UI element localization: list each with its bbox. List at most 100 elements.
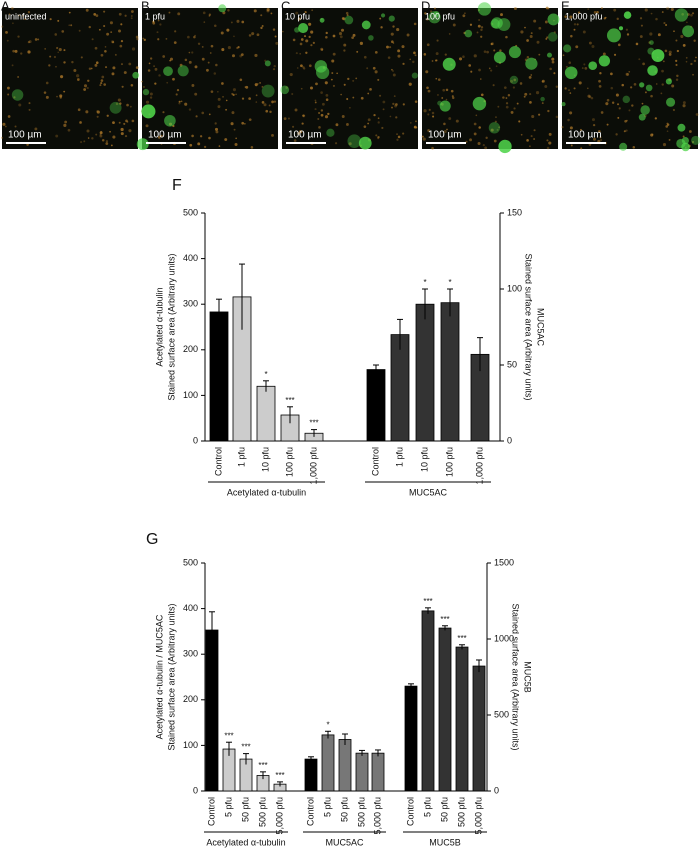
cell-dot — [178, 100, 181, 103]
cell-dot — [526, 56, 530, 59]
cell-dot — [63, 90, 66, 93]
cell-dot — [63, 49, 66, 52]
cell-dot — [464, 12, 466, 15]
cell-dot — [194, 92, 198, 96]
cell-dot — [235, 93, 237, 96]
bar — [355, 752, 369, 792]
cell-dot — [538, 113, 541, 116]
cell-dot — [392, 73, 396, 77]
cell-dot — [136, 37, 139, 41]
cell-dot — [682, 135, 685, 138]
green-cell — [326, 128, 335, 137]
cell-dot — [642, 62, 645, 66]
cell-dot — [567, 118, 570, 122]
cell-dot — [109, 130, 111, 133]
cell-dot — [600, 139, 603, 142]
green-cell — [380, 13, 386, 18]
cell-dot — [304, 11, 307, 14]
cell-dot — [18, 14, 20, 17]
x-tick-label: 5 pfu — [322, 797, 332, 817]
cell-dot — [143, 86, 145, 88]
cell-dot — [377, 117, 380, 120]
cell-dot — [668, 53, 672, 56]
cell-dot — [588, 41, 592, 45]
cell-dot — [159, 23, 162, 26]
cell-dot — [553, 72, 556, 75]
cell-dot — [87, 137, 90, 139]
cell-dot — [482, 144, 485, 147]
cell-dot — [201, 111, 205, 115]
green-cell — [261, 84, 275, 98]
cell-dot — [628, 109, 631, 112]
cell-dot — [299, 42, 303, 46]
cell-dot — [191, 134, 194, 138]
cell-dot — [568, 61, 572, 64]
y2-tick-label: 0 — [507, 435, 512, 445]
cell-dot — [60, 75, 64, 79]
cell-dot — [392, 70, 394, 72]
cell-dot — [49, 18, 52, 21]
x-tick-label: Control — [213, 447, 223, 476]
y-tick-label: 400 — [183, 253, 198, 263]
cell-dot — [105, 140, 109, 143]
cell-dot — [260, 26, 263, 30]
cell-dot — [166, 81, 169, 84]
cell-dot — [456, 132, 459, 135]
cell-dot — [483, 50, 487, 53]
cell-dot — [610, 72, 613, 76]
significance: *** — [440, 615, 449, 624]
cell-dot — [114, 53, 117, 56]
cell-dot — [535, 91, 540, 95]
cell-dot — [551, 60, 555, 64]
cell-dot — [28, 108, 31, 111]
significance: *** — [285, 396, 294, 405]
cell-dot — [120, 63, 123, 66]
bar — [415, 303, 435, 442]
cell-dot — [174, 30, 177, 33]
cell-dot — [7, 115, 11, 118]
cell-dot — [624, 120, 627, 123]
cell-dot — [675, 78, 679, 82]
cell-dot — [635, 42, 639, 46]
cell-dot — [308, 22, 312, 26]
cell-dot — [55, 134, 59, 138]
x-tick-label: 10 pfu — [419, 447, 429, 472]
cell-dot — [112, 66, 116, 70]
y-tick-label: 0 — [193, 435, 198, 445]
cell-dot — [121, 85, 124, 88]
cell-dot — [445, 98, 448, 101]
cell-dot — [394, 104, 398, 108]
cell-dot — [123, 71, 127, 75]
bar — [455, 646, 469, 792]
y-tick-label: 200 — [183, 694, 198, 704]
cell-dot — [253, 9, 257, 13]
image-caption: 10 pfu — [285, 11, 310, 21]
cell-dot — [573, 87, 576, 90]
x-tick-label: 1,000 pfu — [474, 447, 484, 485]
cell-dot — [259, 81, 262, 84]
cell-dot — [564, 15, 567, 18]
cell-dot — [630, 86, 633, 89]
cell-dot — [343, 43, 347, 47]
cell-dot — [240, 53, 244, 56]
significance: *** — [241, 743, 250, 752]
cell-dot — [176, 88, 180, 92]
cell-dot — [153, 65, 155, 67]
cell-dot — [70, 24, 73, 27]
green-cell — [280, 85, 290, 95]
cell-dot — [490, 42, 493, 46]
cell-dot — [374, 50, 378, 54]
significance: *** — [224, 731, 233, 740]
cell-dot — [662, 143, 667, 147]
cell-dot — [104, 46, 107, 48]
cell-dot — [544, 20, 548, 24]
cell-dot — [352, 79, 355, 82]
y2-tick-label: 50 — [507, 359, 517, 369]
cell-dot — [555, 85, 559, 88]
cell-dot — [451, 95, 454, 98]
green-cell — [645, 84, 653, 92]
group-label: MUC5AC — [325, 837, 364, 847]
cell-dot — [178, 102, 181, 105]
cell-dot — [321, 102, 325, 106]
x-tick-label: 500 pfu — [257, 797, 267, 827]
